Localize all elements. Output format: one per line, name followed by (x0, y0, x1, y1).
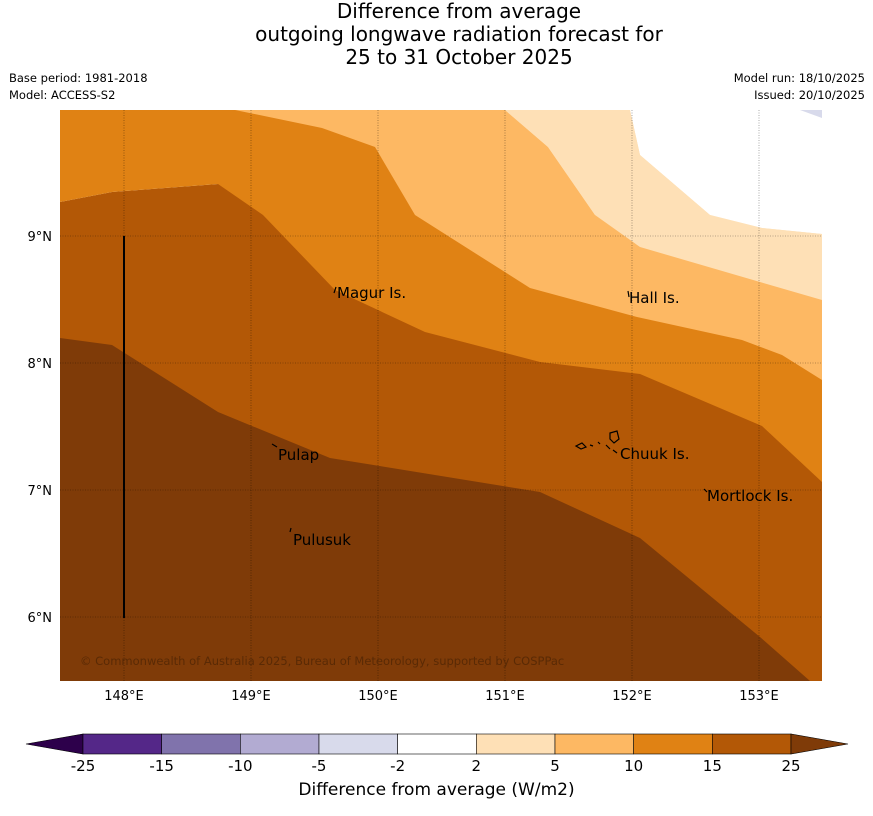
x-tick-label: 148°E (104, 689, 144, 704)
place-label-pulap: Pulap (278, 446, 319, 464)
colorbar: -25 -15 -10 -5 -2 2 5 10 15 25 (25, 733, 849, 775)
colorbar-tick-label: 5 (550, 757, 560, 775)
colorbar-label: Difference from average (W/m2) (298, 780, 575, 800)
y-tick-label: 6°N (28, 611, 53, 626)
contour-band-5-10-top (60, 110, 240, 112)
colorbar-segment (476, 733, 556, 755)
base-period: Base period: 1981-2018 (9, 71, 148, 85)
title-line-2: outgoing longwave radiation forecast for (255, 22, 663, 46)
colorbar-tick-label: 25 (781, 757, 800, 775)
place-label-hall: Hall Is. (629, 289, 680, 307)
place-label-pulusuk: Pulusuk (293, 531, 351, 549)
colorbar-segment (240, 733, 320, 755)
y-axis-ticks: 9°N 8°N 7°N 6°N (28, 230, 53, 626)
x-tick-label: 150°E (358, 689, 398, 704)
colorbar-tick-label: -10 (228, 757, 253, 775)
x-tick-label: 152°E (612, 689, 652, 704)
island-hall (627, 290, 630, 298)
island-chuuk (574, 430, 620, 454)
copyright-notice: © Commonwealth of Australia 2025, Bureau… (80, 654, 564, 668)
y-tick-label: 9°N (28, 230, 53, 245)
contour-band-25-plus (60, 338, 810, 681)
place-label-mortlock: Mortlock Is. (707, 487, 793, 505)
island-markers (271, 286, 708, 533)
colorbar-tick-label: -15 (149, 757, 174, 775)
contour-band-neutral (600, 110, 822, 234)
map-area: Magur Is. Hall Is. Pulap Chuuk Is. Mortl… (60, 110, 822, 681)
model-run: Model run: 18/10/2025 (733, 71, 865, 85)
place-labels: Magur Is. Hall Is. Pulap Chuuk Is. Mortl… (278, 284, 793, 549)
colorbar-extend-low (25, 733, 84, 755)
colorbar-tick-label: 10 (624, 757, 643, 775)
x-tick-label: 149°E (231, 689, 271, 704)
map-title: Difference from average outgoing longwav… (0, 0, 873, 69)
island-mortlock (703, 488, 708, 493)
colorbar-tick-label: 2 (472, 757, 482, 775)
colorbar-segment (712, 733, 792, 755)
x-axis-ticks: 148°E 149°E 150°E 151°E 152°E 153°E (104, 689, 779, 704)
colorbar-extend-high (790, 733, 849, 755)
contour-band-2-5-edge (505, 110, 822, 236)
title-line-3: 25 to 31 October 2025 (345, 45, 573, 69)
colorbar-segment (161, 733, 241, 755)
colorbar-tick-label: -5 (312, 757, 327, 775)
issued-date: Issued: 20/10/2025 (754, 88, 865, 102)
model-name: Model: ACCESS-S2 (9, 88, 116, 102)
colorbar-segment (318, 733, 398, 755)
x-tick-label: 153°E (739, 689, 779, 704)
colorbar-tick-label: -2 (390, 757, 405, 775)
island-magur (333, 286, 337, 294)
colorbar-segment (554, 733, 634, 755)
contour-band-neg5-neg2 (800, 110, 822, 118)
colorbar-segment (397, 733, 477, 755)
title-line-1: Difference from average (336, 0, 582, 23)
x-tick-label: 151°E (485, 689, 525, 704)
y-tick-label: 7°N (28, 484, 53, 499)
colorbar-tick-label: -25 (71, 757, 96, 775)
metadata-left: Base period: 1981-2018 Model: ACCESS-S2 (9, 70, 148, 104)
place-label-chuuk: Chuuk Is. (620, 445, 689, 463)
place-label-magur: Magur Is. (337, 284, 406, 302)
metadata-right: Model run: 18/10/2025 Issued: 20/10/2025 (734, 70, 865, 104)
island-pulusuk (289, 527, 292, 533)
colorbar-segment (633, 733, 713, 755)
colorbar-segment (82, 733, 162, 755)
y-tick-label: 8°N (28, 357, 53, 372)
colorbar-tick-label: 15 (703, 757, 722, 775)
island-pulap (271, 443, 278, 448)
